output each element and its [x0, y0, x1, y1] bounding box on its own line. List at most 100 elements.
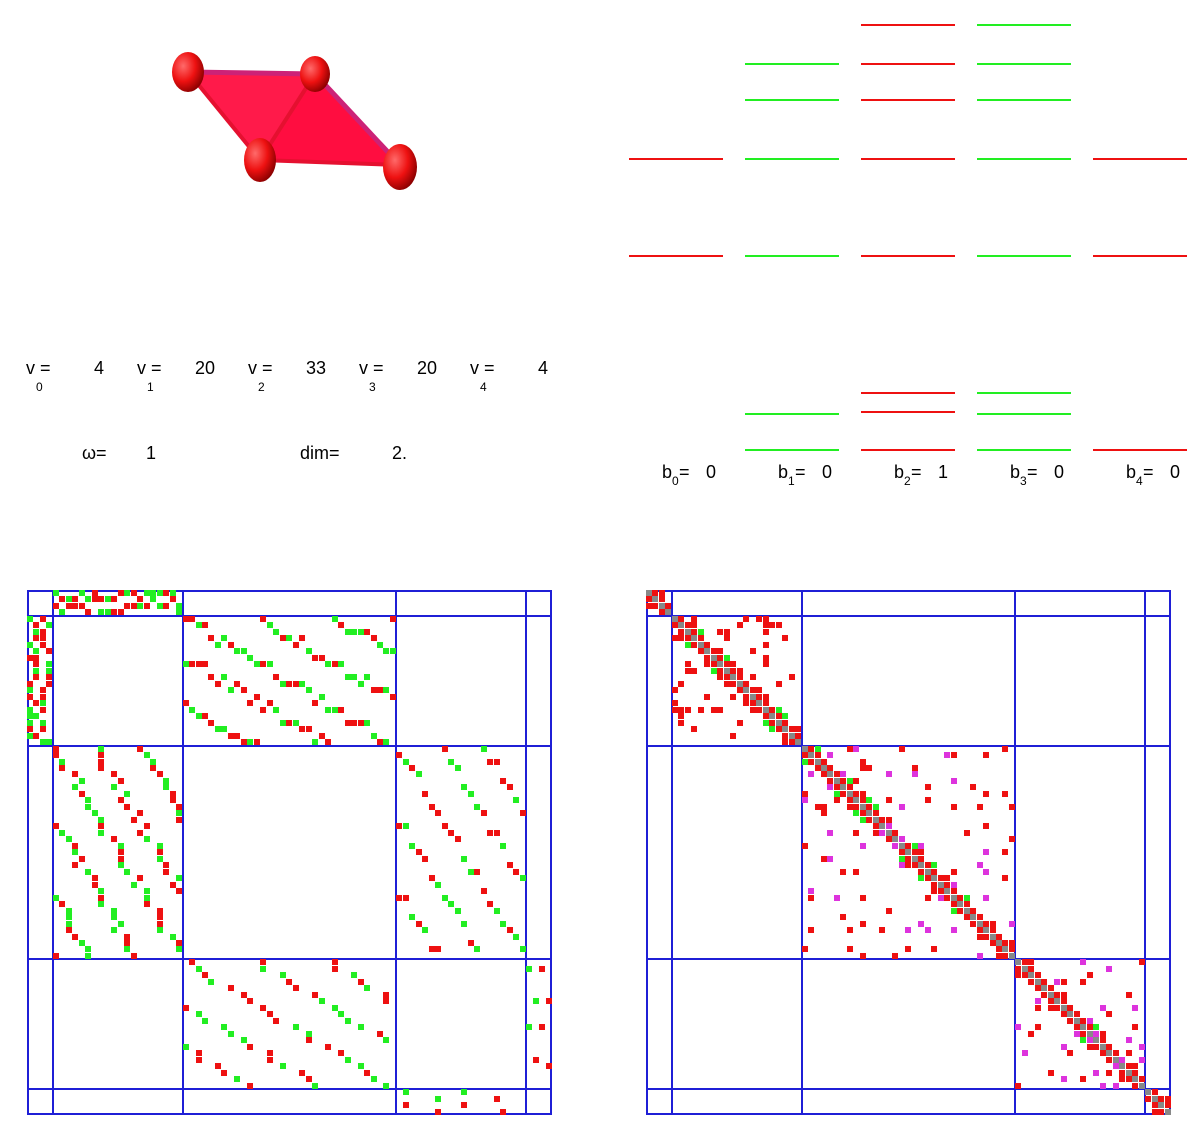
- matrix-entry: [859, 920, 866, 927]
- matrix-entry: [545, 1063, 552, 1070]
- matrix-entry: [1067, 1004, 1074, 1011]
- matrix-entry: [357, 628, 364, 635]
- matrix-entry: [1125, 1063, 1132, 1070]
- matrix-entry: [338, 706, 345, 713]
- matrix-entry: [52, 823, 59, 830]
- matrix-entry: [846, 784, 853, 791]
- matrix-entry: [506, 927, 513, 934]
- matrix-entry: [500, 842, 507, 849]
- eigenvalue-line: [1093, 449, 1187, 451]
- matrix-entry: [762, 719, 769, 726]
- matrix-entry: [176, 609, 183, 616]
- matrix-entry: [976, 914, 983, 921]
- matrix-entry: [911, 842, 918, 849]
- vertex-sphere: [300, 56, 330, 92]
- matrix-entry: [111, 771, 118, 778]
- matrix-entry: [1021, 972, 1028, 979]
- matrix-entry: [1093, 1043, 1100, 1050]
- matrix-entry: [782, 739, 789, 746]
- matrix-entry: [422, 855, 429, 862]
- matrix-entry: [98, 609, 105, 616]
- matrix-entry: [821, 810, 827, 817]
- matrix-entry: [885, 836, 892, 843]
- eigenvalue-line: [861, 158, 955, 160]
- matrix-entry: [769, 713, 776, 720]
- matrix-entry: [91, 596, 98, 603]
- matrix-entry: [299, 635, 306, 642]
- matrix-entry: [1093, 1030, 1100, 1037]
- matrix-entry: [950, 907, 957, 914]
- matrix-entry: [383, 648, 390, 655]
- matrix-entry: [1138, 959, 1145, 966]
- matrix-entry: [1002, 952, 1009, 959]
- matrix-entry: [853, 810, 860, 817]
- matrix-entry: [859, 758, 866, 765]
- matrix-entry: [163, 862, 170, 869]
- matrix-entry: [879, 816, 886, 823]
- matrix-entry: [1080, 1030, 1087, 1037]
- matrix-entry: [312, 700, 319, 707]
- matrix-entry: [717, 674, 724, 681]
- matrix-entry: [111, 836, 118, 843]
- matrix-entry: [27, 726, 33, 733]
- matrix-entry: [1106, 1069, 1113, 1076]
- matrix-entry: [827, 855, 834, 862]
- matrix-entry: [325, 661, 332, 668]
- matrix-entry: [1145, 1095, 1152, 1102]
- matrix-entry: [1080, 978, 1087, 985]
- matrix-entry: [1106, 1056, 1113, 1063]
- matrix-entry: [678, 719, 685, 726]
- matrix-entry: [189, 661, 196, 668]
- matrix-entry: [331, 706, 338, 713]
- matrix-entry: [840, 868, 847, 875]
- matrix-entry: [137, 875, 144, 882]
- matrix-entry: [117, 842, 124, 849]
- matrix-entry: [46, 674, 53, 681]
- matrix-entry: [931, 946, 938, 953]
- matrix-entry: [983, 927, 990, 934]
- matrix-entry: [260, 706, 267, 713]
- matrix-entry: [918, 862, 925, 869]
- matrix-entry: [383, 739, 390, 746]
- matrix-entry: [749, 648, 756, 655]
- matrix-entry: [1132, 1076, 1139, 1083]
- matrix-entry: [1073, 1024, 1080, 1031]
- matrix-entry: [163, 784, 170, 791]
- matrix-entry: [983, 752, 990, 759]
- matrix-entry: [331, 615, 338, 622]
- matrix-entry: [1119, 1063, 1126, 1070]
- matrix-entry: [156, 849, 163, 856]
- matrix-entry: [769, 719, 776, 726]
- block-divider: [27, 1088, 552, 1090]
- matrix-entry: [422, 790, 429, 797]
- matrix-entry: [749, 693, 756, 700]
- matrix-entry: [749, 674, 756, 681]
- matrix-entry: [130, 602, 137, 609]
- matrix-entry: [678, 615, 685, 622]
- matrix-entry: [266, 1056, 273, 1063]
- matrix-entry: [1158, 1102, 1165, 1109]
- matrix-entry: [364, 1069, 371, 1076]
- matrix-entry: [487, 829, 494, 836]
- matrix-entry: [202, 713, 208, 720]
- eigenvalue-line: [1093, 255, 1187, 257]
- matrix-entry: [756, 615, 763, 622]
- vertex-count-index: 3: [369, 380, 376, 394]
- matrix-entry: [1080, 959, 1087, 966]
- matrix-entry: [65, 596, 72, 603]
- matrix-entry: [918, 875, 925, 882]
- matrix-entry: [331, 1004, 338, 1011]
- matrix-entry: [950, 888, 957, 895]
- matrix-entry: [1112, 1082, 1119, 1089]
- matrix-entry: [448, 829, 455, 836]
- betti-eq: =: [1143, 462, 1154, 482]
- matrix-entry: [195, 713, 202, 720]
- matrix-entry: [91, 590, 98, 596]
- matrix-entry: [1151, 1108, 1158, 1115]
- matrix-entry: [652, 596, 659, 603]
- betti-value: 1: [938, 462, 949, 482]
- matrix-entry: [163, 868, 170, 875]
- matrix-entry: [325, 706, 332, 713]
- matrix-entry: [710, 654, 717, 661]
- matrix-entry: [859, 894, 866, 901]
